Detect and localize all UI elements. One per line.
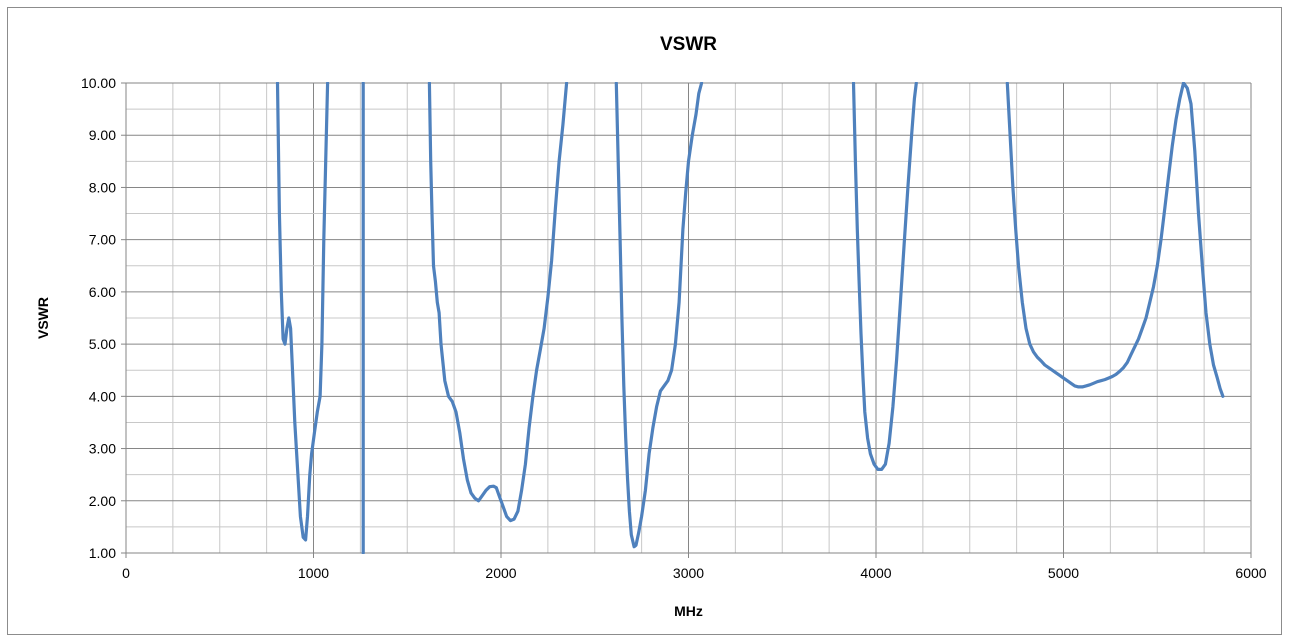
- x-tick-label: 0: [122, 565, 130, 581]
- vswr-series: [275, 82, 1225, 554]
- vswr-line-segment-3: [427, 82, 569, 523]
- x-tick-label: 3000: [673, 565, 704, 581]
- y-tick-label: 4.00: [89, 388, 116, 404]
- vswr-chart: VSWR 0 1000 2000 3000 4000 5000 6000 1.00 2.00 3.…: [35, 34, 1267, 619]
- chart-title: VSWR: [660, 34, 717, 55]
- x-axis-label: MHz: [674, 603, 703, 619]
- x-tick-label: 5000: [1048, 565, 1079, 581]
- vswr-line-segment-4: [614, 82, 704, 549]
- y-tick-label: 6.00: [89, 284, 116, 300]
- y-tick-label: 7.00: [89, 232, 116, 248]
- vswr-line-segment-6: [1005, 82, 1225, 398]
- grid: [125, 82, 1252, 554]
- y-tick-label: 10.00: [81, 75, 116, 91]
- vswr-line-segment-5: [851, 82, 918, 471]
- axes: [121, 82, 1252, 558]
- x-tick-label: 4000: [860, 565, 891, 581]
- x-tick-label: 1000: [298, 565, 329, 581]
- y-tick-label: 8.00: [89, 179, 116, 195]
- x-tick-label: 6000: [1235, 565, 1266, 581]
- y-tick-label: 2.00: [89, 493, 116, 509]
- y-tick-label: 1.00: [89, 545, 116, 561]
- vswr-line-segment-1: [275, 82, 330, 542]
- chart-area: VSWR 0 1000 2000 3000 4000 5000 6000 1.00 2.00 3.…: [7, 7, 1282, 635]
- y-tick-label: 3.00: [89, 441, 116, 457]
- tick-labels: 0 1000 2000 3000 4000 5000 6000 1.00 2.00 3.00 4.0…: [81, 75, 1267, 581]
- y-tick-label: 5.00: [89, 336, 116, 352]
- x-tick-label: 2000: [485, 565, 516, 581]
- series: [275, 82, 1225, 554]
- y-tick-label: 9.00: [89, 127, 116, 143]
- y-axis-label: VSWR: [35, 297, 51, 339]
